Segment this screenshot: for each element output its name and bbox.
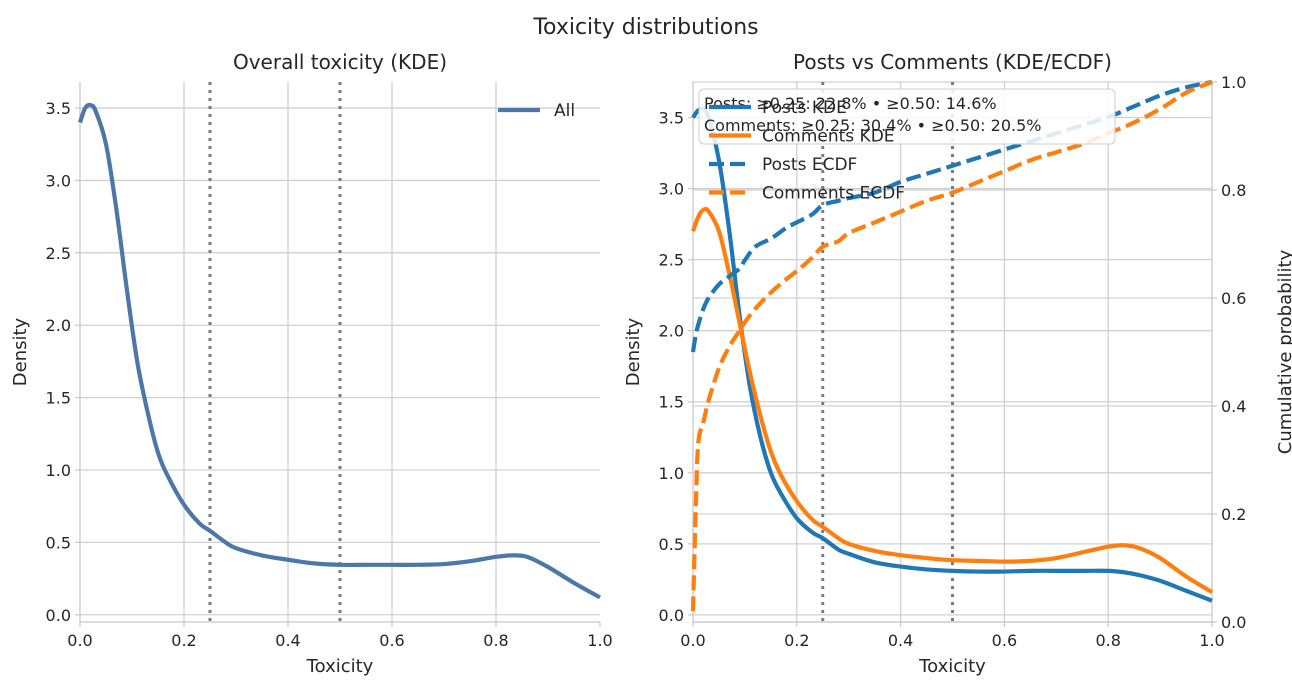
y-tick-label: 3.5: [46, 99, 71, 118]
x-tick-label: 0.2: [784, 631, 809, 650]
y-tick-label: 2.0: [659, 322, 684, 341]
x-tick-label: 0.0: [67, 631, 92, 650]
x-tick-label: 1.0: [1199, 631, 1224, 650]
stats-annotation-box: [698, 88, 1116, 145]
legend-label-posts-kde: Posts KDE: [762, 98, 847, 118]
series-all: [78, 102, 602, 600]
y-tick-label: 2.0: [46, 316, 71, 335]
legend-label-comments-kde: Comments KDE: [762, 127, 895, 147]
y-tick-label: 0.0: [659, 606, 684, 625]
y-tick-label: 2.5: [46, 244, 71, 263]
x-axis-label: Toxicity: [918, 656, 986, 677]
x-tick-label: 0.4: [888, 631, 913, 650]
y-tick-label: 1.0: [46, 461, 71, 480]
x-tick-label: 0.6: [992, 631, 1017, 650]
series-comments-ecdf: [690, 80, 1213, 612]
y-right-tick-label: 0.8: [1221, 181, 1246, 200]
y-tick-label: 3.5: [659, 109, 684, 128]
x-tick-label: 0.4: [275, 631, 300, 650]
y-tick-label: 0.0: [46, 606, 71, 625]
stats-annotation-line: Posts: ≥0.25: 22.8% • ≥0.50: 14.6%: [704, 94, 997, 113]
y-axis-label: Density: [10, 317, 31, 386]
y-tick-label: 1.5: [659, 393, 684, 412]
y-right-tick-label: 0.4: [1221, 397, 1246, 416]
series-posts-ecdf: [690, 79, 1213, 353]
x-tick-label: 0.0: [680, 631, 705, 650]
y-right-axis-label: Cumulative probability: [1275, 249, 1292, 454]
x-tick-label: 0.6: [379, 631, 404, 650]
legend-label-comments-ecdf: Comments ECDF: [762, 184, 905, 204]
stats-annotation: Posts: ≥0.25: 22.8% • ≥0.50: 14.6% Commen…: [698, 88, 1116, 145]
y-tick-label: 0.5: [46, 533, 71, 552]
y-tick-label: 3.0: [46, 171, 71, 190]
x-axis-label: Toxicity: [306, 656, 374, 677]
y-tick-label: 1.0: [659, 464, 684, 483]
x-tick-label: 0.2: [171, 631, 196, 650]
y-right-tick-label: 1.0: [1221, 73, 1246, 92]
x-tick-label: 0.8: [1095, 631, 1120, 650]
y-right-tick-label: 0.2: [1221, 505, 1246, 524]
y-axis-label: Density: [623, 317, 644, 386]
panel-overall-kde: 0.0 0.2 0.4 0.6 0.8 1.0 0.0 0.5 1.0 1.5 2.0 2.5 3.0 3…: [10, 50, 613, 677]
y-tick-label: 0.5: [659, 535, 684, 554]
x-tick-label: 0.8: [483, 631, 508, 650]
y-tick-label: 2.5: [659, 251, 684, 270]
y-right-tick-label: 0.6: [1221, 289, 1246, 308]
legend-label-posts-ecdf: Posts ECDF: [762, 155, 857, 175]
axes-title: Overall toxicity (KDE): [233, 50, 447, 74]
y-right-tick-label: 0.0: [1221, 613, 1246, 632]
axes-title: Posts vs Comments (KDE/ECDF): [793, 50, 1112, 74]
stats-annotation-line: Comments: ≥0.25: 30.4% • ≥0.50: 20.5%: [704, 116, 1041, 135]
y-tick-label: 3.0: [659, 180, 684, 199]
figure-suptitle: Toxicity distributions: [532, 15, 758, 40]
x-tick-label: 1.0: [587, 631, 612, 650]
y-tick-label: 1.5: [46, 389, 71, 408]
panel-posts-vs-comments: 0.0 0.2 0.4 0.6 0.8 1.00.00.51.01.52.02.53.03…: [623, 50, 1292, 677]
legend: All: [498, 101, 575, 121]
legend-label-all: All: [554, 101, 575, 121]
legend: Posts KDE Comments KDE Posts ECDF Comments …: [709, 98, 905, 204]
series-posts-kde: [691, 106, 1213, 603]
